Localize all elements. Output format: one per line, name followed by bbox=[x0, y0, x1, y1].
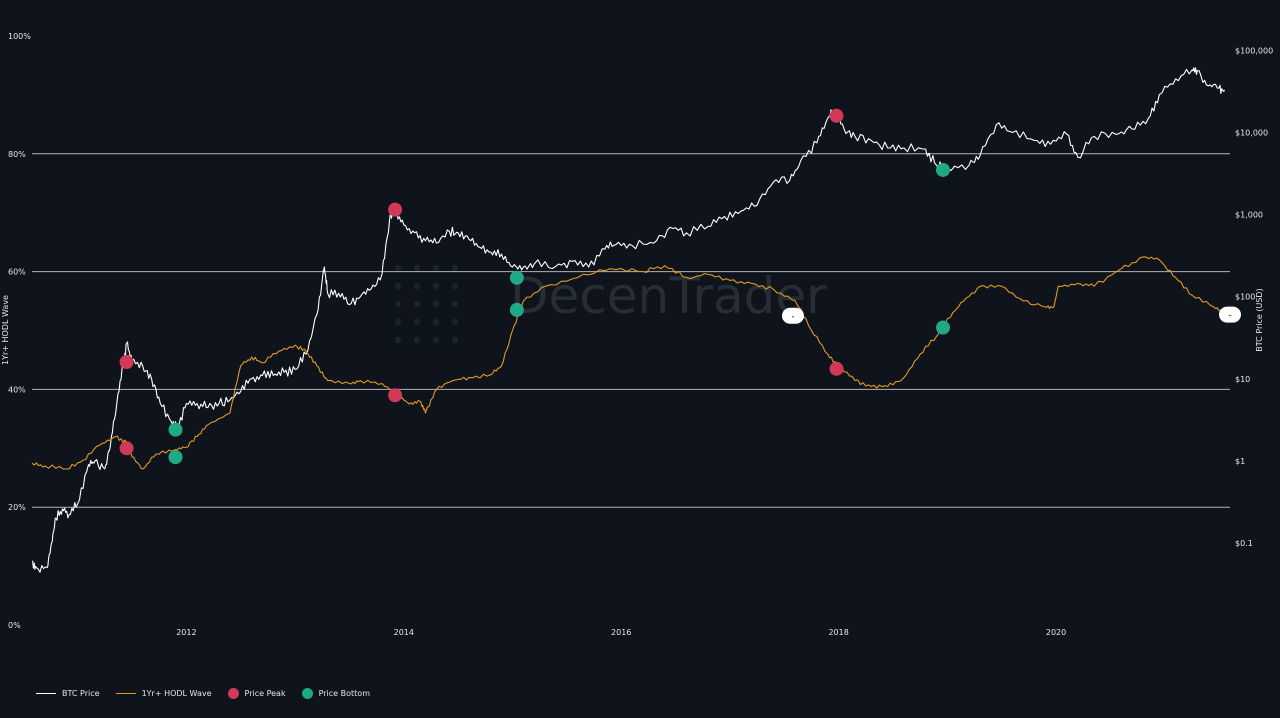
y-right-tick-label: $0.1 bbox=[1235, 539, 1253, 548]
y-right-tick-label: $10 bbox=[1235, 375, 1250, 384]
annotation-pill[interactable] bbox=[1219, 306, 1241, 323]
y-left-tick-label: 100% bbox=[8, 32, 31, 41]
y-right-tick-label: $100 bbox=[1235, 293, 1255, 302]
price-peak-marker[interactable] bbox=[829, 361, 844, 376]
logo-dot bbox=[413, 300, 421, 308]
hodl-wave-swatch bbox=[115, 693, 136, 694]
y-right-tick-label: $10,000 bbox=[1235, 129, 1268, 138]
logo-dot bbox=[394, 300, 402, 308]
price-bottom-marker[interactable] bbox=[936, 320, 951, 335]
price-bottom-marker[interactable] bbox=[936, 162, 951, 177]
btc-price-swatch bbox=[36, 693, 56, 694]
logo-dot bbox=[451, 264, 459, 272]
y-left-tick-label: 40% bbox=[8, 385, 26, 394]
legend-item-btc-price[interactable]: BTC Price bbox=[36, 689, 100, 698]
legend-label-hodl-wave: 1Yr+ HODL Wave bbox=[141, 689, 212, 698]
logo-dot bbox=[394, 318, 402, 326]
watermark-text: DecenTrader bbox=[510, 267, 827, 325]
logo-dot bbox=[432, 336, 440, 344]
grid-lines bbox=[32, 153, 1230, 508]
x-tick-label: 2012 bbox=[176, 628, 196, 637]
price-bottom-marker[interactable] bbox=[168, 422, 183, 437]
logo-dot bbox=[432, 318, 440, 326]
legend-label-btc-price: BTC Price bbox=[62, 689, 100, 698]
logo-dot bbox=[451, 318, 459, 326]
logo-dot bbox=[432, 264, 440, 272]
y-left-axis-title: 1Yr+ HODL Wave bbox=[1, 295, 10, 365]
y-left-tick-label: 0% bbox=[8, 621, 21, 630]
logo-dot bbox=[413, 318, 421, 326]
legend-item-price-peak[interactable]: Price Peak bbox=[227, 688, 286, 699]
price-bottom-marker[interactable] bbox=[509, 270, 524, 285]
logo-dot bbox=[451, 282, 459, 290]
price-bottom-marker[interactable] bbox=[168, 450, 183, 465]
btc-price-line bbox=[31, 67, 1226, 573]
y-right-tick-label: $100,000 bbox=[1235, 46, 1273, 55]
logo-dot bbox=[432, 300, 440, 308]
y-left-tick-label: 20% bbox=[8, 503, 26, 512]
price-peak-marker[interactable] bbox=[829, 108, 844, 123]
watermark-logo bbox=[394, 264, 459, 344]
annotation-pill-label: - bbox=[1228, 311, 1231, 321]
logo-dot bbox=[413, 282, 421, 290]
x-tick-label: 2018 bbox=[828, 628, 848, 637]
watermark: DecenTrader bbox=[394, 264, 827, 344]
price-peak-marker[interactable] bbox=[388, 202, 403, 217]
price-peak-swatch bbox=[227, 688, 239, 699]
series-group bbox=[31, 67, 1226, 573]
y-right-tick-label: $1 bbox=[1235, 457, 1245, 466]
annotation-pill-label: - bbox=[791, 312, 794, 322]
x-tick-label: 2016 bbox=[611, 628, 631, 637]
x-tick-label: 2014 bbox=[394, 628, 414, 637]
logo-dot bbox=[451, 336, 459, 344]
price-bottom-marker[interactable] bbox=[509, 302, 524, 317]
x-tick-label: 2020 bbox=[1046, 628, 1066, 637]
legend-label-price-bottom: Price Bottom bbox=[318, 689, 370, 698]
legend-item-price-bottom[interactable]: Price Bottom bbox=[301, 688, 370, 699]
logo-dot bbox=[413, 336, 421, 344]
logo-dot bbox=[451, 300, 459, 308]
y-right-axis-title: BTC Price (USD) bbox=[1255, 288, 1264, 351]
price-peak-marker[interactable] bbox=[119, 441, 134, 456]
logo-dot bbox=[394, 336, 402, 344]
logo-dot bbox=[394, 264, 402, 272]
price-bottom-swatch bbox=[301, 688, 313, 699]
legend-item-hodl-wave[interactable]: 1Yr+ HODL Wave bbox=[115, 689, 212, 698]
logo-dot bbox=[432, 282, 440, 290]
y-right-tick-label: $1,000 bbox=[1235, 211, 1263, 220]
legend: BTC Price 1Yr+ HODL Wave Price Peak Pric… bbox=[36, 688, 370, 699]
logo-dot bbox=[394, 282, 402, 290]
markers-group[interactable]: -- bbox=[119, 108, 1241, 465]
annotation-pill[interactable] bbox=[781, 307, 804, 324]
y-left-tick-label: 80% bbox=[8, 150, 26, 159]
axes-group: 0% 20% 40% 60% 80% 100% $0.1 $1 $10 $100 $1,000 $10… bbox=[1, 32, 1273, 637]
legend-label-price-peak: Price Peak bbox=[244, 689, 286, 698]
hodl-wave-line bbox=[31, 256, 1225, 470]
y-left-tick-label: 60% bbox=[8, 268, 26, 277]
price-peak-marker[interactable] bbox=[119, 355, 134, 370]
price-peak-marker[interactable] bbox=[388, 388, 403, 403]
logo-dot bbox=[413, 264, 421, 272]
